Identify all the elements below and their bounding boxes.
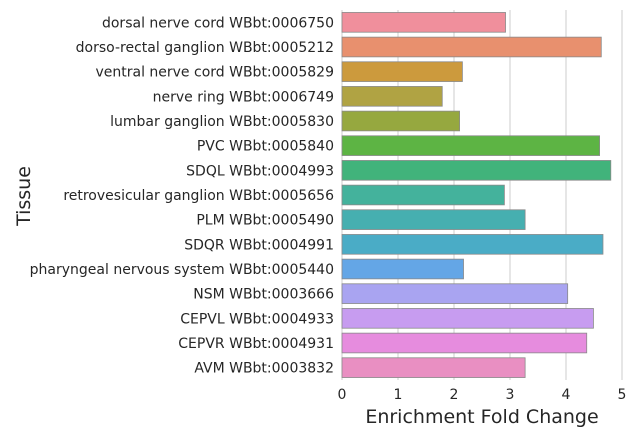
x-axis-title: Enrichment Fold Change xyxy=(365,406,598,428)
x-tick-label-0: 0 xyxy=(338,387,347,403)
bar-5 xyxy=(341,135,601,156)
category-label-12: CEPVL WBbt:0004933 xyxy=(180,311,334,327)
category-label-13: CEPVR WBbt:0004931 xyxy=(178,336,334,352)
bar-2 xyxy=(341,61,463,82)
category-label-14: AVM WBbt:0003832 xyxy=(194,361,334,377)
x-tick-label-5: 5 xyxy=(618,387,627,403)
bar-8 xyxy=(341,209,526,230)
category-label-8: PLM WBbt:0005490 xyxy=(196,213,334,229)
category-label-7: retrovesicular ganglion WBbt:0005656 xyxy=(63,188,334,204)
bar-0 xyxy=(341,12,506,33)
category-label-3: nerve ring WBbt:0006749 xyxy=(153,89,334,105)
y-axis-title: Tissue xyxy=(13,166,35,227)
bar-10 xyxy=(341,258,464,280)
bar-12 xyxy=(341,308,594,329)
bar-4 xyxy=(341,110,460,132)
bar-13 xyxy=(341,332,588,354)
x-tick-label-3: 3 xyxy=(506,387,515,403)
bar-3 xyxy=(341,86,443,107)
category-label-10: pharyngeal nervous system WBbt:0005440 xyxy=(30,262,334,278)
category-label-5: PVC WBbt:0005840 xyxy=(197,139,334,155)
x-tick-labels: 0 1 2 3 4 5 xyxy=(338,387,627,403)
category-label-2: ventral nerve cord WBbt:0005829 xyxy=(95,65,334,81)
bar-7 xyxy=(341,184,505,206)
bar-14 xyxy=(341,357,526,378)
bar-6 xyxy=(341,160,612,181)
category-label-1: dorso-rectal ganglion WBbt:0005212 xyxy=(76,40,334,56)
category-label-9: SDQR WBbt:0004991 xyxy=(184,237,334,253)
category-label-11: NSM WBbt:0003666 xyxy=(193,287,334,303)
bar-9 xyxy=(341,234,604,255)
bars xyxy=(341,12,612,378)
category-label-6: SDQL WBbt:0004993 xyxy=(186,163,334,179)
x-tick-label-1: 1 xyxy=(394,387,403,403)
category-label-4: lumbar ganglion WBbt:0005830 xyxy=(110,114,334,130)
category-labels: dorsal nerve cord WBbt:0006750 dorso-rect… xyxy=(30,15,334,376)
category-label-0: dorsal nerve cord WBbt:0006750 xyxy=(102,15,334,31)
x-tick-label-2: 2 xyxy=(450,387,459,403)
bar-1 xyxy=(341,36,602,58)
bar-11 xyxy=(341,283,569,304)
x-tick-label-4: 4 xyxy=(562,387,571,403)
